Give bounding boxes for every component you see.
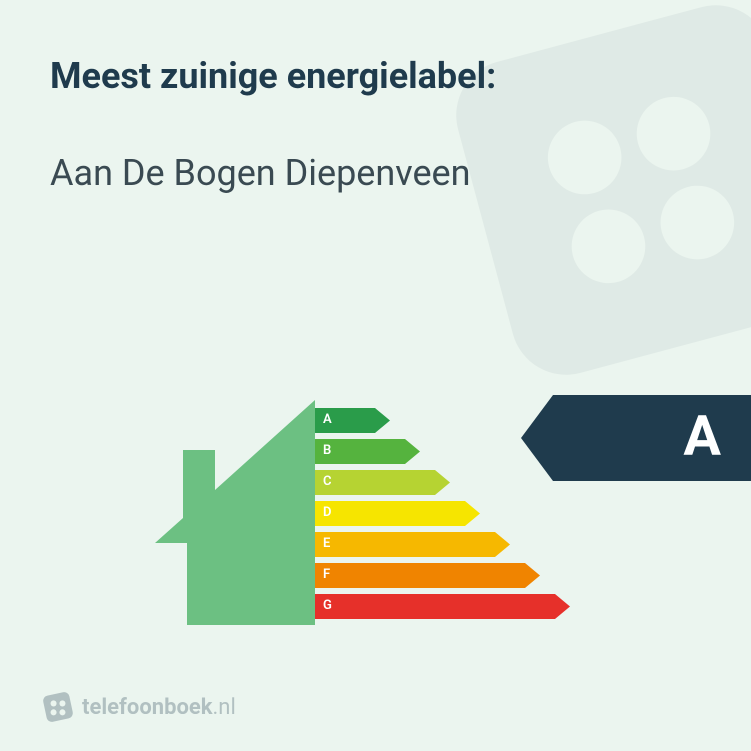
energy-bar-label: C: [323, 474, 332, 489]
rating-letter: A: [683, 403, 721, 469]
rating-badge: A: [521, 395, 751, 481]
energy-bar-label: B: [323, 443, 331, 458]
energy-label-card: Meest zuinige energielabel: Aan De Bogen…: [0, 0, 751, 751]
energy-bar-label: G: [323, 598, 332, 613]
footer-brand-thin: .nl: [213, 695, 236, 720]
footer: telefoonboek.nl: [42, 691, 236, 723]
energy-bar-label: D: [323, 505, 331, 520]
footer-brand: telefoonboek.nl: [82, 695, 236, 720]
energy-bar-label: F: [323, 567, 330, 582]
footer-logo-icon: [42, 691, 74, 723]
energy-bar-label: A: [323, 412, 332, 427]
energy-bar-label: E: [323, 536, 330, 551]
footer-brand-bold: telefoonboek: [82, 695, 213, 720]
house-icon: [155, 400, 315, 625]
